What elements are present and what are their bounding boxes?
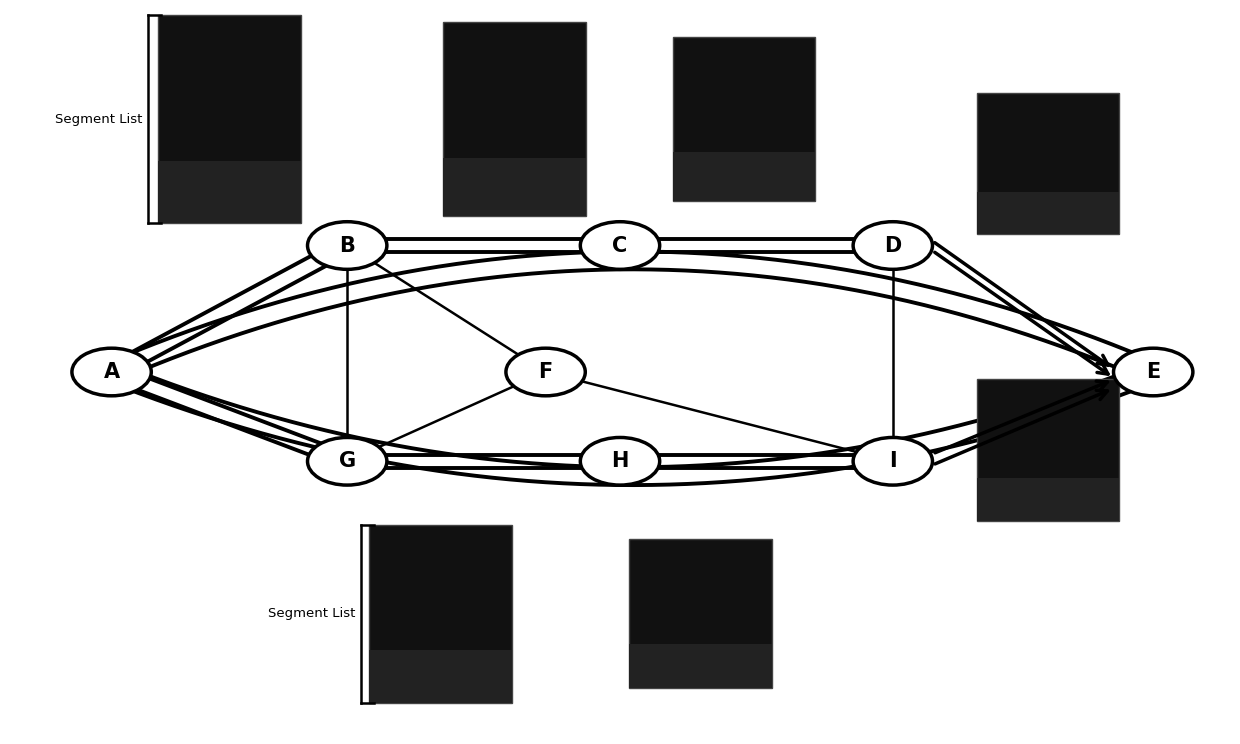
Bar [370,525,511,703]
Circle shape [72,348,151,396]
Circle shape [308,222,387,269]
Circle shape [580,222,660,269]
Text: H: H [611,452,629,471]
Bar [629,644,771,688]
Bar [444,158,585,216]
Circle shape [853,222,932,269]
Text: Segment List: Segment List [268,607,355,620]
Circle shape [506,348,585,396]
Bar [672,152,816,201]
Text: I: I [889,452,897,471]
Circle shape [308,437,387,485]
Text: G: G [339,452,356,471]
Bar [159,15,300,223]
Bar [977,379,1118,521]
Bar [370,650,511,703]
Text: D: D [884,236,901,255]
Circle shape [853,437,932,485]
Circle shape [580,437,660,485]
Text: B: B [340,236,355,255]
Text: A: A [103,362,120,382]
Text: E: E [1146,362,1161,382]
Text: F: F [538,362,553,382]
Bar [629,539,771,688]
Bar [159,161,300,223]
Bar [977,93,1118,234]
Circle shape [1114,348,1193,396]
Bar [977,478,1118,521]
Text: Segment List: Segment List [55,112,141,126]
Text: C: C [613,236,627,255]
Bar [444,22,585,216]
Bar [977,192,1118,234]
Bar [672,37,816,201]
